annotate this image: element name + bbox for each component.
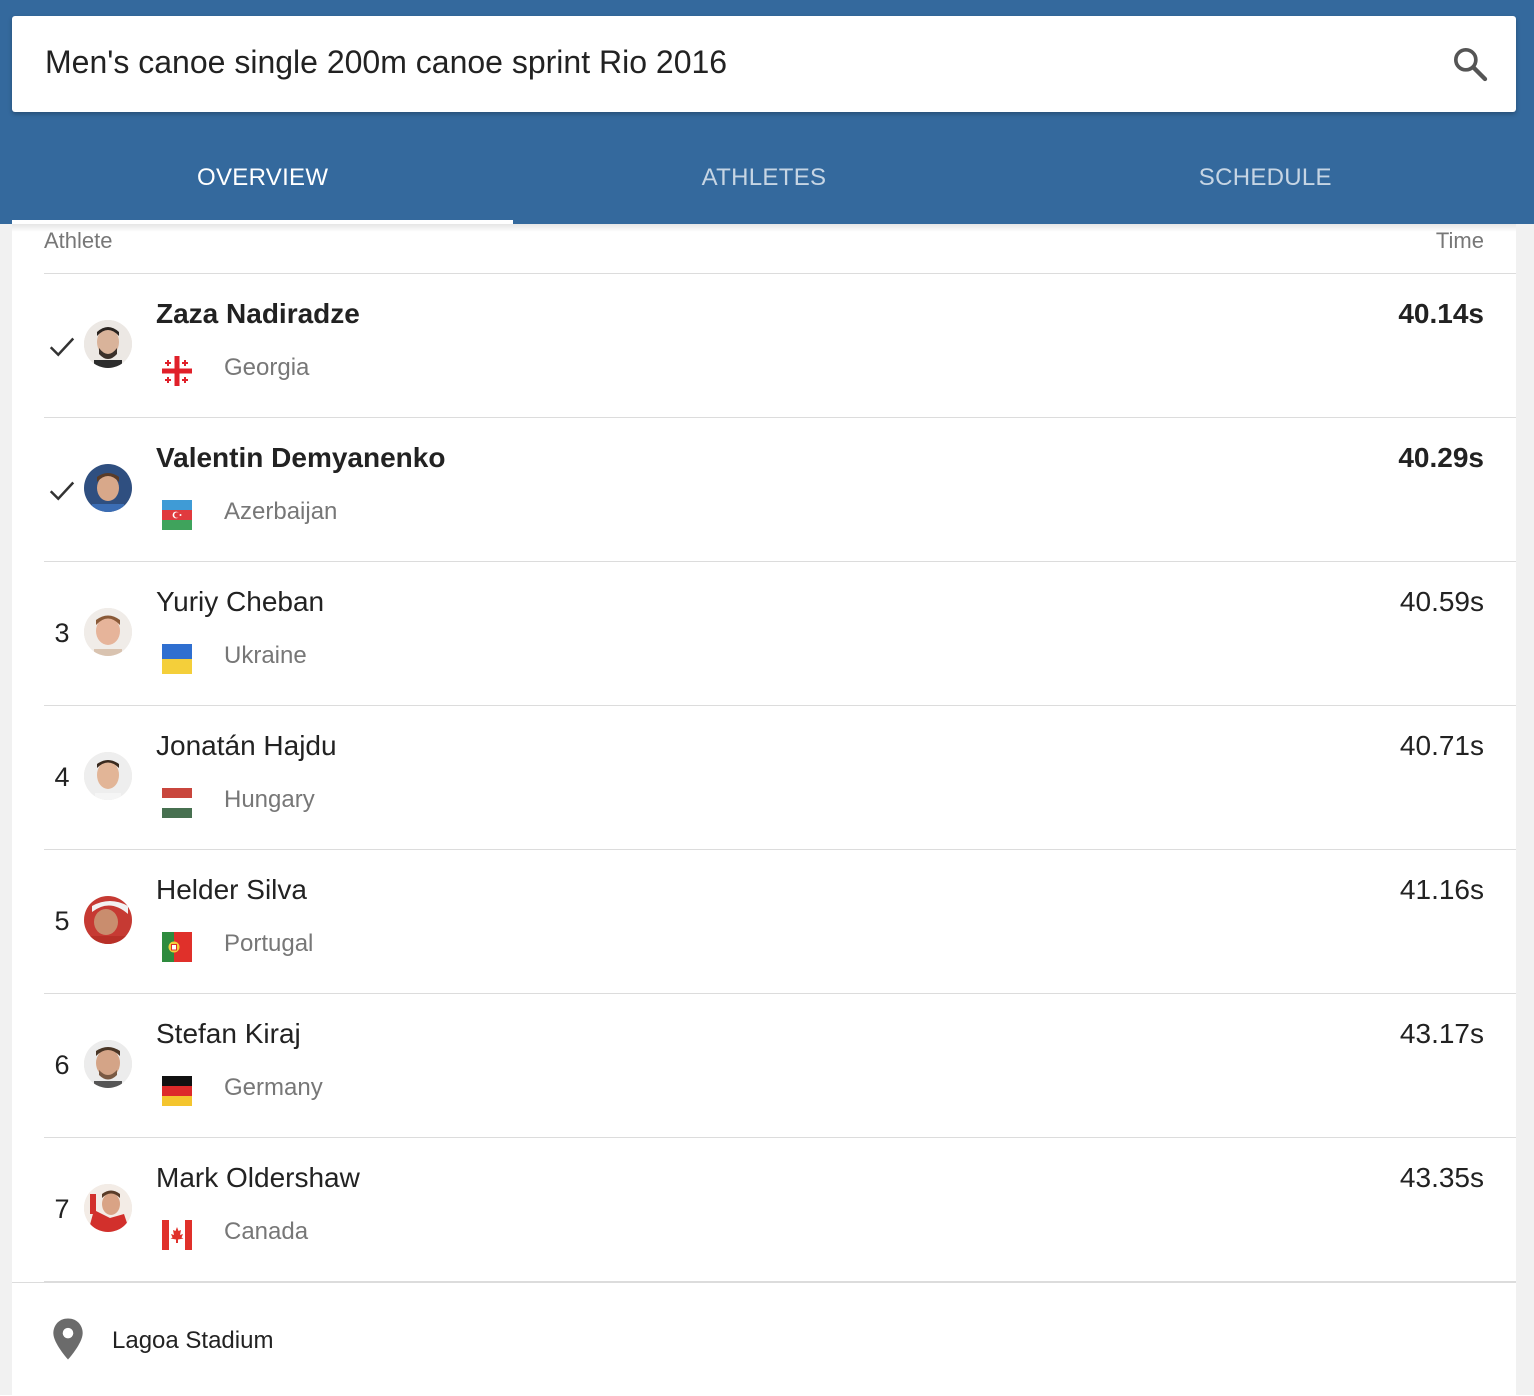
search-input[interactable]: Men's canoe single 200m canoe sprint Rio…: [45, 44, 728, 80]
athlete-country: Canada: [224, 1218, 309, 1245]
tab-athletes-label: ATHLETES: [701, 164, 827, 191]
athlete-name[interactable]: Stefan Kiraj: [156, 1018, 301, 1049]
table-row[interactable]: Valentin Demyanenko Azerbaijan 40.29s: [44, 418, 1516, 562]
search-icon[interactable]: [1450, 44, 1490, 84]
canada-flag-icon: [162, 1220, 192, 1250]
athlete-time: 40.14s: [1398, 298, 1484, 329]
athlete-rank: 3: [54, 618, 70, 648]
results-card: Athlete Time Zaza Nadiradze Georgia 40.1…: [12, 224, 1516, 1395]
page-gutter-left: [0, 224, 12, 1395]
qualified-check-icon: [44, 418, 80, 561]
athlete-name[interactable]: Helder Silva: [156, 874, 307, 905]
athlete-country: Hungary: [224, 786, 315, 813]
table-row[interactable]: Zaza Nadiradze Georgia 40.14s: [44, 274, 1516, 418]
portugal-flag-icon: [162, 932, 192, 962]
avatar: [84, 752, 132, 800]
tab-overview-label: OVERVIEW: [197, 164, 329, 191]
table-row[interactable]: 3 Yuriy Cheban Ukraine 40.59s: [44, 562, 1516, 706]
athlete-name[interactable]: Zaza Nadiradze: [156, 298, 360, 329]
athlete-country: Georgia: [224, 354, 310, 381]
athlete-time: 40.29s: [1398, 442, 1484, 473]
avatar: [84, 608, 132, 656]
athlete-time: 40.59s: [1399, 586, 1484, 617]
table-row[interactable]: 5 Helder Silva Portugal 41.16s: [44, 850, 1516, 994]
active-tab-indicator: [12, 220, 514, 224]
athlete-country: Germany: [224, 1074, 323, 1101]
tab-schedule[interactable]: SCHEDULE: [1015, 134, 1516, 224]
qualified-check-icon: [44, 274, 80, 417]
table-row[interactable]: 4 Jonatán Hajdu Hungary 40.71s: [44, 706, 1516, 850]
tab-schedule-label: SCHEDULE: [1198, 164, 1332, 191]
athlete-time: 40.71s: [1399, 730, 1484, 761]
venue-name: Lagoa Stadium: [112, 1327, 274, 1354]
column-header-time: Time: [1435, 228, 1484, 253]
georgia-flag-icon: [162, 356, 192, 386]
athlete-rank: 4: [54, 762, 70, 792]
athlete-rank: 7: [54, 1194, 70, 1224]
avatar: [84, 1184, 132, 1232]
hungary-flag-icon: [162, 788, 192, 818]
location-pin-icon: [50, 1317, 86, 1361]
athlete-time: 43.35s: [1399, 1162, 1484, 1193]
table-row[interactable]: 6 Stefan Kiraj Germany 43.17s: [44, 994, 1516, 1138]
avatar: [84, 896, 132, 944]
results-list: Zaza Nadiradze Georgia 40.14s Valentin D…: [44, 274, 1516, 1282]
column-header-athlete: Athlete: [44, 228, 113, 253]
search-bar[interactable]: Men's canoe single 200m canoe sprint Rio…: [12, 16, 1516, 112]
athlete-country: Ukraine: [224, 642, 307, 669]
ukraine-flag-icon: [162, 644, 192, 674]
page-gutter-right: [1516, 224, 1534, 1395]
tab-bar: OVERVIEW ATHLETES SCHEDULE: [12, 134, 1516, 224]
header-shadow: [12, 224, 1516, 232]
athlete-name[interactable]: Mark Oldershaw: [156, 1162, 360, 1193]
azerbaijan-flag-icon: [162, 500, 192, 530]
tab-overview[interactable]: OVERVIEW: [12, 134, 514, 224]
avatar: [84, 464, 132, 512]
athlete-time: 43.17s: [1399, 1018, 1484, 1049]
header-divider: [44, 273, 1516, 274]
athlete-time: 41.16s: [1399, 874, 1484, 905]
venue-info[interactable]: Lagoa Stadium: [12, 1282, 1516, 1396]
athlete-name[interactable]: Valentin Demyanenko: [156, 442, 446, 473]
germany-flag-icon: [162, 1076, 192, 1106]
avatar: [84, 320, 132, 368]
athlete-country: Azerbaijan: [224, 498, 338, 525]
athlete-country: Portugal: [224, 930, 314, 957]
athlete-name[interactable]: Jonatán Hajdu: [156, 730, 337, 761]
athlete-rank: 5: [54, 906, 70, 936]
table-row[interactable]: 7 Mark Oldershaw Canada 43.35s: [44, 1138, 1516, 1282]
avatar: [84, 1040, 132, 1088]
tab-athletes[interactable]: ATHLETES: [513, 134, 1014, 224]
athlete-name[interactable]: Yuriy Cheban: [156, 586, 325, 617]
athlete-rank: 6: [54, 1050, 70, 1080]
